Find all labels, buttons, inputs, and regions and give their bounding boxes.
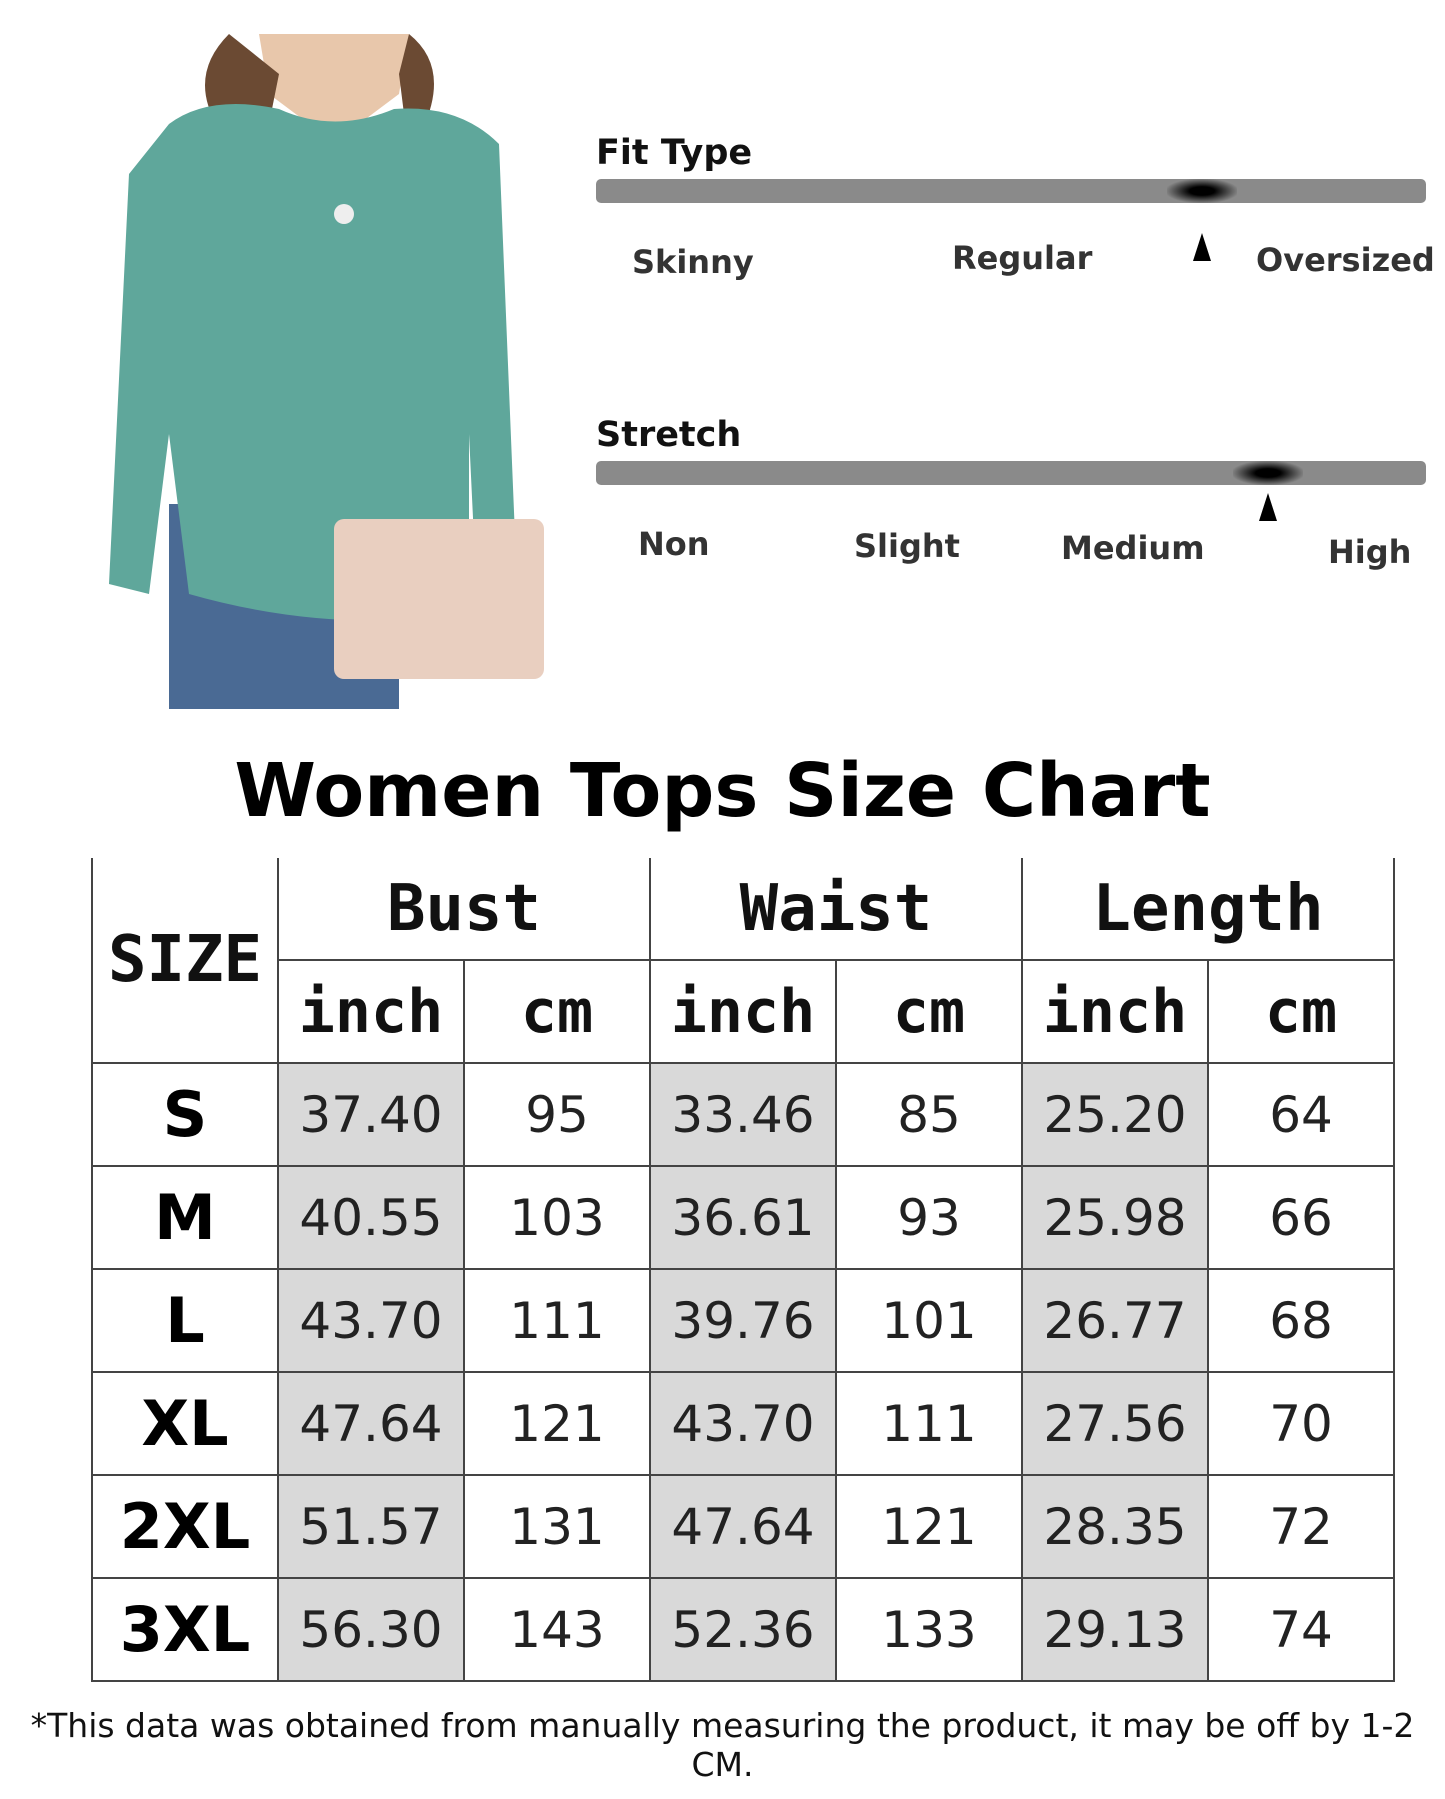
value-cell: 101 — [835, 1268, 1023, 1373]
group-length: Length — [1021, 858, 1395, 961]
table-row: S 37.40 95 33.46 85 25.20 64 — [91, 1063, 1395, 1167]
value-cell: 43.70 — [649, 1371, 837, 1476]
size-cell: XL — [91, 1371, 279, 1476]
stretch-arrow-icon — [1259, 493, 1278, 521]
value-cell: 121 — [835, 1474, 1023, 1579]
value-cell: 68 — [1207, 1268, 1395, 1373]
value-cell: 40.55 — [277, 1165, 465, 1270]
stretch-title: Stretch — [596, 415, 742, 455]
value-cell: 29.13 — [1021, 1577, 1209, 1682]
table-row: XL 47.64 121 43.70 111 27.56 70 — [91, 1371, 1395, 1476]
size-chart-title: Women Tops Size Chart — [234, 748, 1211, 834]
table-row: 3XL 56.30 143 52.36 133 29.13 74 — [91, 1577, 1395, 1682]
group-bust: Bust — [277, 858, 651, 961]
size-cell: L — [91, 1268, 279, 1373]
value-cell: 70 — [1207, 1371, 1395, 1476]
stretch-label-non: Non — [638, 525, 710, 563]
value-cell: 103 — [463, 1165, 651, 1270]
table-row: L 43.70 111 39.76 101 26.77 68 — [91, 1268, 1395, 1373]
value-cell: 95 — [463, 1063, 651, 1167]
table-row: M 40.55 103 36.61 93 25.98 66 — [91, 1165, 1395, 1270]
product-photo — [109, 34, 562, 709]
size-header: SIZE — [91, 858, 279, 1064]
stretch-label-medium: Medium — [1061, 529, 1205, 567]
fit-label-oversized: Oversized — [1256, 241, 1435, 279]
value-cell: 143 — [463, 1577, 651, 1682]
stretch-label-slight: Slight — [854, 527, 960, 565]
value-cell: 47.64 — [277, 1371, 465, 1476]
fit-label-skinny: Skinny — [632, 243, 754, 281]
size-chart-table: SIZE Bust Waist Length inch cm inch cm i… — [91, 858, 1395, 1682]
unit-header: inch — [277, 959, 465, 1064]
value-cell: 85 — [835, 1063, 1023, 1167]
value-cell: 74 — [1207, 1577, 1395, 1682]
unit-header: inch — [1021, 959, 1209, 1064]
fit-label-regular: Regular — [952, 239, 1093, 277]
value-cell: 33.46 — [649, 1063, 837, 1167]
value-cell: 51.57 — [277, 1474, 465, 1579]
fit-type-indicator — [1166, 179, 1237, 203]
value-cell: 111 — [835, 1371, 1023, 1476]
value-cell: 43.70 — [277, 1268, 465, 1373]
value-cell: 72 — [1207, 1474, 1395, 1579]
value-cell: 47.64 — [649, 1474, 837, 1579]
size-cell: S — [91, 1063, 279, 1167]
stretch-indicator — [1233, 461, 1304, 485]
unit-header-row: inch cm inch cm inch cm — [92, 959, 1395, 1064]
measurement-note: *This data was obtained from manually me… — [30, 1706, 1415, 1784]
unit-header: cm — [835, 959, 1023, 1064]
value-cell: 26.77 — [1021, 1268, 1209, 1373]
value-cell: 25.98 — [1021, 1165, 1209, 1270]
value-cell: 37.40 — [277, 1063, 465, 1167]
value-cell: 39.76 — [649, 1268, 837, 1373]
value-cell: 64 — [1207, 1063, 1395, 1167]
value-cell: 133 — [835, 1577, 1023, 1682]
value-cell: 66 — [1207, 1165, 1395, 1270]
value-cell: 93 — [835, 1165, 1023, 1270]
size-cell: 3XL — [91, 1577, 279, 1682]
value-cell: 25.20 — [1021, 1063, 1209, 1167]
unit-header: inch — [649, 959, 837, 1064]
table-row: 2XL 51.57 131 47.64 121 28.35 72 — [91, 1474, 1395, 1579]
value-cell: 27.56 — [1021, 1371, 1209, 1476]
value-cell: 56.30 — [277, 1577, 465, 1682]
unit-header: cm — [1207, 959, 1395, 1064]
fit-type-title: Fit Type — [596, 133, 753, 173]
stretch-bar — [596, 461, 1426, 485]
value-cell: 121 — [463, 1371, 651, 1476]
value-cell: 52.36 — [649, 1577, 837, 1682]
value-cell: 111 — [463, 1268, 651, 1373]
fit-type-scale: Fit Type Skinny Regular Oversized — [596, 133, 1435, 281]
size-cell: 2XL — [91, 1474, 279, 1579]
stretch-scale: Stretch Non Slight Medium High — [596, 415, 1426, 571]
value-cell: 36.61 — [649, 1165, 837, 1270]
group-header-row: SIZE Bust Waist Length — [91, 858, 1395, 1064]
value-cell: 28.35 — [1021, 1474, 1209, 1579]
stretch-label-high: High — [1328, 533, 1412, 571]
size-cell: M — [91, 1165, 279, 1270]
fit-type-bar — [596, 179, 1426, 203]
fit-type-arrow-icon — [1192, 233, 1211, 261]
group-waist: Waist — [649, 858, 1023, 961]
value-cell: 131 — [463, 1474, 651, 1579]
unit-header: cm — [463, 959, 651, 1064]
